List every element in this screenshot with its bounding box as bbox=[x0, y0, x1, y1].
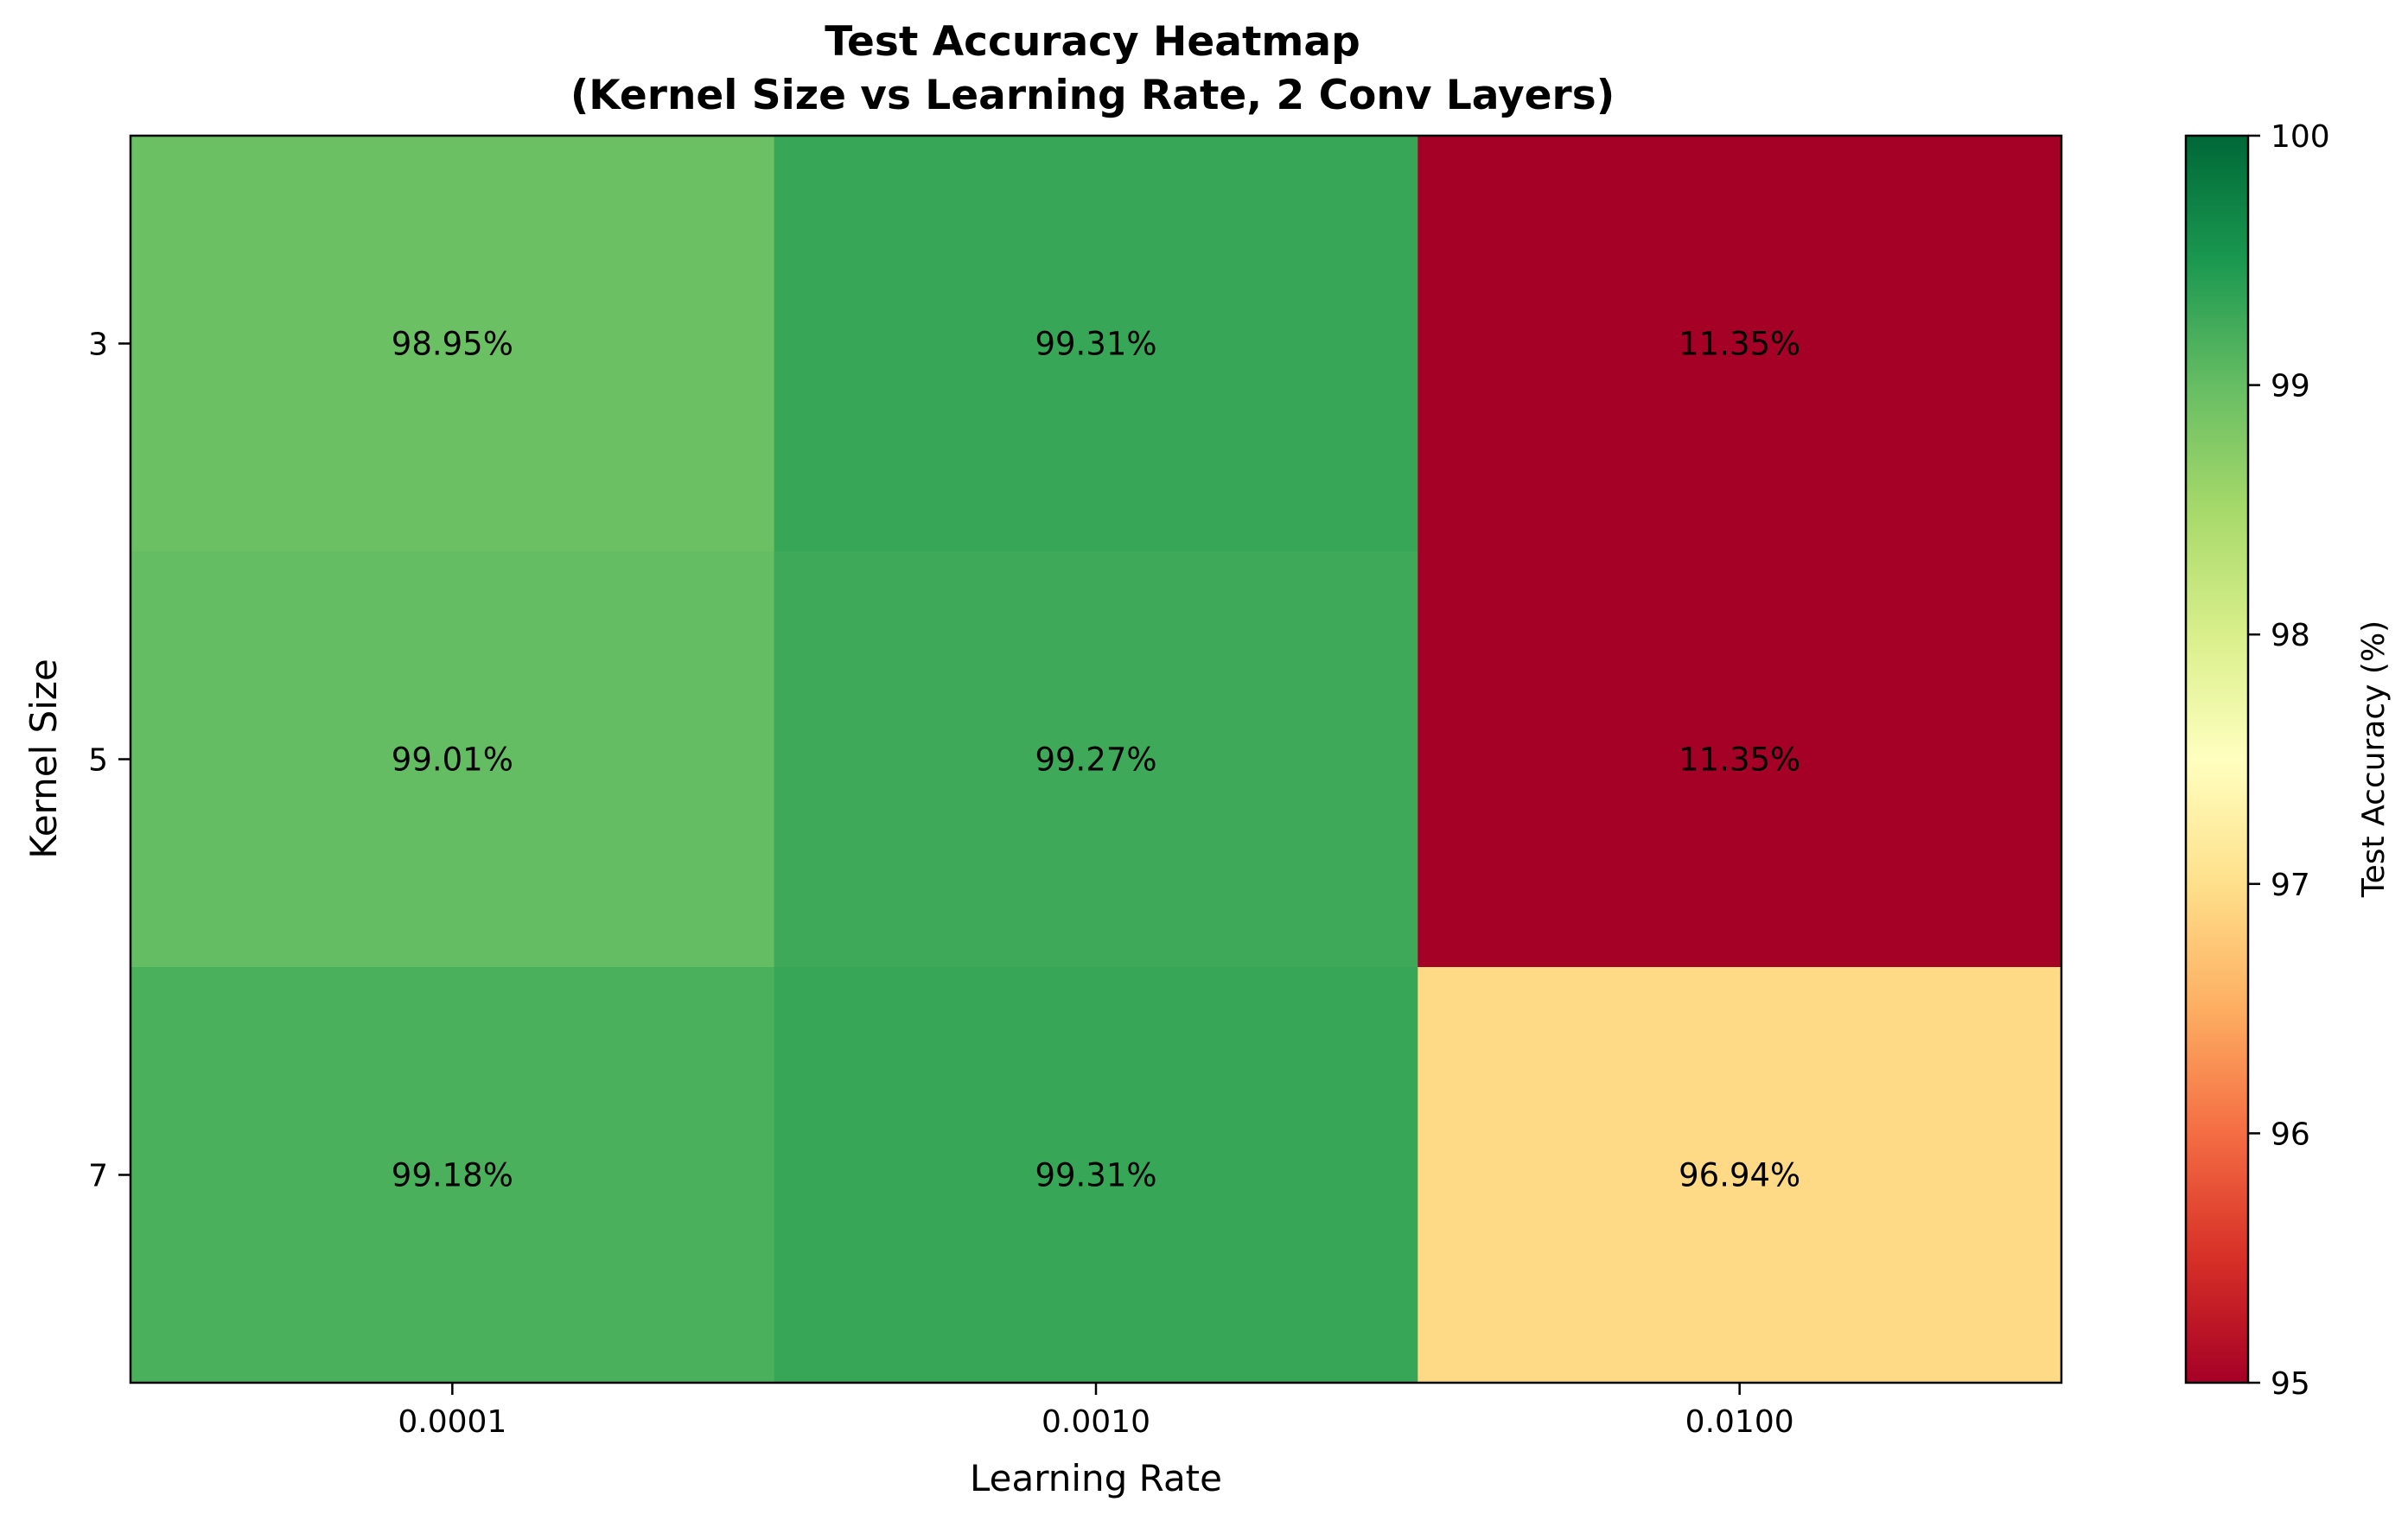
y-tick-label-1: 5 bbox=[88, 743, 108, 779]
heatmap-cell-r2-c0 bbox=[131, 967, 775, 1384]
colorbar-tick-label-4: 99 bbox=[2271, 369, 2310, 404]
y-axis-label: Kernel Size bbox=[22, 659, 65, 859]
colorbar-tick-label-0: 95 bbox=[2271, 1366, 2310, 1402]
cell-value-label-r1-c2: 11.35% bbox=[1679, 741, 1800, 779]
cell-value-label-r0-c2: 11.35% bbox=[1679, 326, 1800, 363]
colorbar-ticks: 95 96 97 98 99 100 bbox=[2248, 119, 2330, 1402]
x-axis-ticks: 0.0001 0.0010 0.0100 bbox=[398, 1383, 1794, 1440]
heatmap-cell-r0-c0 bbox=[131, 136, 775, 552]
heatmap-cell-r0-c1 bbox=[774, 136, 1418, 552]
heatmap-cell-r2-c2 bbox=[1417, 967, 2062, 1384]
cell-value-label-r0-c1: 99.31% bbox=[1035, 326, 1156, 363]
heatmap-cell-r0-c2 bbox=[1417, 136, 2062, 552]
colorbar-tick-label-5: 100 bbox=[2271, 119, 2330, 155]
colorbar-tick-label-3: 98 bbox=[2271, 618, 2310, 653]
cell-value-label-r2-c0: 99.18% bbox=[392, 1157, 513, 1194]
y-tick-label-0: 3 bbox=[88, 328, 108, 363]
colorbar-tick-label-2: 97 bbox=[2271, 868, 2310, 903]
cell-value-label-r0-c0: 98.95% bbox=[392, 326, 513, 363]
y-tick-label-2: 7 bbox=[88, 1159, 108, 1194]
chart-title-line-2: (Kernel Size vs Learning Rate, 2 Conv La… bbox=[570, 72, 1615, 119]
heatmap-cell-labels: 98.95% 99.31% 11.35% 99.01% 99.27% 11.35% 99.1… bbox=[392, 326, 1800, 1194]
colorbar bbox=[2184, 134, 2250, 1384]
chart-title-line-1: Test Accuracy Heatmap bbox=[825, 18, 1360, 66]
heatmap-cells bbox=[131, 136, 2062, 1384]
heatmap-cell-r1-c1 bbox=[774, 551, 1418, 968]
cell-value-label-r1-c1: 99.27% bbox=[1035, 741, 1156, 779]
heatmap-cell-r2-c1 bbox=[774, 967, 1418, 1384]
x-tick-label-2: 0.0100 bbox=[1685, 1404, 1794, 1440]
heatmap-cell-r1-c0 bbox=[131, 551, 775, 968]
heatmap-cell-r1-c2 bbox=[1417, 551, 2062, 968]
colorbar-label: Test Accuracy (%) bbox=[2356, 620, 2392, 898]
x-tick-label-1: 0.0010 bbox=[1042, 1404, 1150, 1440]
y-axis-ticks: 3 5 7 bbox=[88, 328, 131, 1194]
cell-value-label-r1-c0: 99.01% bbox=[392, 741, 513, 779]
cell-value-label-r2-c1: 99.31% bbox=[1035, 1157, 1156, 1194]
x-tick-label-0: 0.0001 bbox=[398, 1404, 506, 1440]
colorbar-tick-label-1: 96 bbox=[2271, 1117, 2310, 1152]
x-axis-label: Learning Rate bbox=[970, 1457, 1222, 1499]
cell-value-label-r2-c2: 96.94% bbox=[1679, 1157, 1800, 1194]
